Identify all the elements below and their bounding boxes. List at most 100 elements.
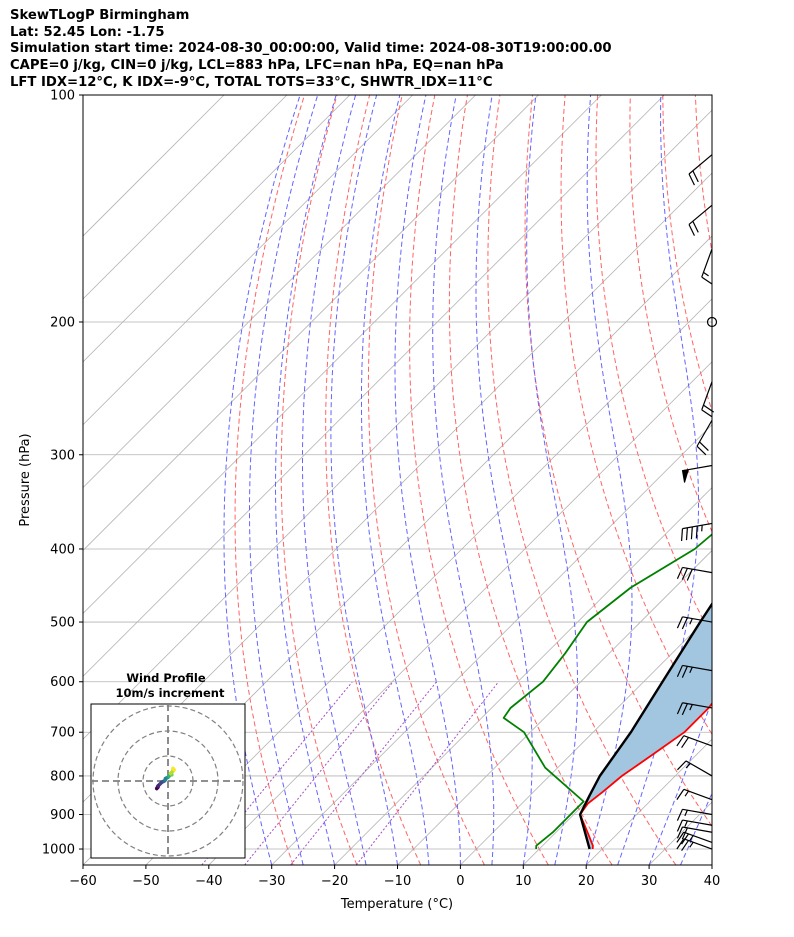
- x-tick-label: 30: [641, 874, 658, 889]
- wind-barb: [676, 760, 713, 777]
- stability-indices: LFT IDX=12°C, K IDX=-9°C, TOTAL TOTS=33°…: [10, 74, 493, 90]
- mixing-ratio-lines: [201, 681, 499, 865]
- station-title: SkewTLogP Birmingham: [10, 8, 190, 23]
- moist-adiabat: [302, 95, 367, 865]
- wind-barb: [706, 316, 718, 328]
- moist-adiabat: [617, 95, 699, 865]
- wind-barb: [676, 664, 713, 678]
- isotherm: [334, 487, 712, 865]
- dry-adiabat: [280, 95, 358, 865]
- temperature-line: [579, 702, 712, 850]
- moist-adiabat: [526, 95, 578, 865]
- dry-adiabat: [560, 95, 712, 736]
- isotherm: [460, 612, 712, 865]
- y-tick-label: 200: [50, 315, 75, 330]
- x-axis-label: Temperature (°C): [340, 897, 453, 912]
- x-tick-label: 0: [456, 874, 464, 889]
- dry-adiabat: [487, 95, 677, 865]
- dry-adiabat: [761, 95, 794, 865]
- dry-adiabat: [694, 95, 712, 255]
- wind-barb: [676, 831, 713, 845]
- wind-barb: [681, 464, 713, 483]
- wind-barb: [676, 788, 713, 801]
- wind-barb: [676, 616, 713, 630]
- mixing-ratio-line: [244, 681, 394, 865]
- dewpoint-line: [502, 533, 712, 850]
- isotherm: [83, 109, 712, 740]
- hodograph-subtitle: 10m/s increment: [116, 686, 225, 700]
- wind-barb: [701, 381, 715, 418]
- y-tick-label: 700: [50, 726, 75, 741]
- isotherm: [83, 95, 413, 426]
- mixing-ratio-line: [290, 681, 437, 865]
- y-axis: 100 200 300 400 500 600 700 800 900 1000: [42, 89, 83, 858]
- x-tick-label: 20: [578, 874, 595, 889]
- isotherm: [145, 298, 712, 865]
- x-tick-label: −30: [258, 874, 285, 889]
- wind-barb: [676, 838, 713, 852]
- wind-barb: [676, 808, 713, 821]
- dry-adiabat: [367, 95, 485, 865]
- isotherm: [775, 95, 794, 865]
- moist-adiabat: [394, 95, 461, 865]
- isotherm: [397, 549, 712, 865]
- x-tick-label: −60: [69, 874, 96, 889]
- isotherm: [83, 95, 351, 363]
- moist-adiabat: [680, 792, 712, 865]
- moist-adiabat: [648, 698, 712, 865]
- isotherm: [648, 801, 712, 865]
- hodograph-inset: Wind Profile 10m/s increment: [90, 671, 246, 859]
- moist-adiabat: [361, 95, 430, 865]
- x-tick-label: −40: [195, 874, 222, 889]
- x-tick-label: −10: [384, 874, 411, 889]
- wind-barb: [696, 419, 713, 456]
- isotherm: [83, 95, 602, 614]
- moist-adiabat: [275, 95, 337, 865]
- wind-barb: [676, 735, 713, 749]
- wind-barb: [676, 819, 713, 832]
- wind-barb: [676, 566, 713, 581]
- hodograph-trace: [171, 766, 176, 772]
- y-tick-label: 600: [50, 675, 75, 690]
- isotherm: [83, 95, 225, 237]
- dry-adiabat: [524, 95, 712, 828]
- wind-barb: [688, 154, 713, 186]
- x-tick-label: 40: [704, 874, 721, 889]
- dry-adiabat: [728, 95, 794, 865]
- dry-adiabat: [448, 95, 613, 865]
- x-tick-label: 10: [515, 874, 532, 889]
- moist-adiabat: [330, 95, 398, 865]
- isotherm: [83, 95, 539, 552]
- x-tick-label: −50: [132, 874, 159, 889]
- isotherm: [83, 95, 476, 489]
- parcel-path-line: [578, 601, 712, 850]
- y-tick-label: 800: [50, 769, 75, 784]
- y-tick-label: 500: [50, 616, 75, 631]
- plot-area: [83, 95, 794, 865]
- sounding-profiles: [502, 533, 712, 850]
- isotherm: [83, 95, 288, 300]
- y-tick-label: 400: [50, 542, 75, 557]
- wind-barb: [680, 522, 713, 542]
- cin-shaded-area: [580, 604, 712, 849]
- station-location: Lat: 52.45 Lon: -1.75: [10, 24, 165, 40]
- moist-adiabat: [585, 95, 633, 865]
- dry-adiabat: [234, 95, 305, 865]
- dry-adiabats: [234, 95, 794, 865]
- y-tick-label: 1000: [42, 843, 75, 858]
- dry-adiabat: [325, 95, 422, 865]
- wind-barb: [676, 826, 713, 840]
- x-tick-label: −20: [321, 874, 348, 889]
- dry-adiabat: [595, 95, 712, 639]
- wind-barbs: [676, 154, 718, 852]
- moist-adiabats: [223, 95, 712, 865]
- figure-title-block: SkewTLogP Birmingham Lat: 52.45 Lon: -1.…: [10, 8, 780, 92]
- y-axis-label: Pressure (hPa): [18, 433, 33, 526]
- isotherm: [271, 424, 712, 865]
- wind-barb: [676, 702, 713, 716]
- x-axis: −60 −50 −40 −30 −20 −10 0 10 20 30 40: [69, 865, 720, 889]
- y-tick-label: 100: [50, 89, 75, 104]
- moist-adiabat: [475, 95, 533, 865]
- cape-cin-shading: [580, 604, 712, 849]
